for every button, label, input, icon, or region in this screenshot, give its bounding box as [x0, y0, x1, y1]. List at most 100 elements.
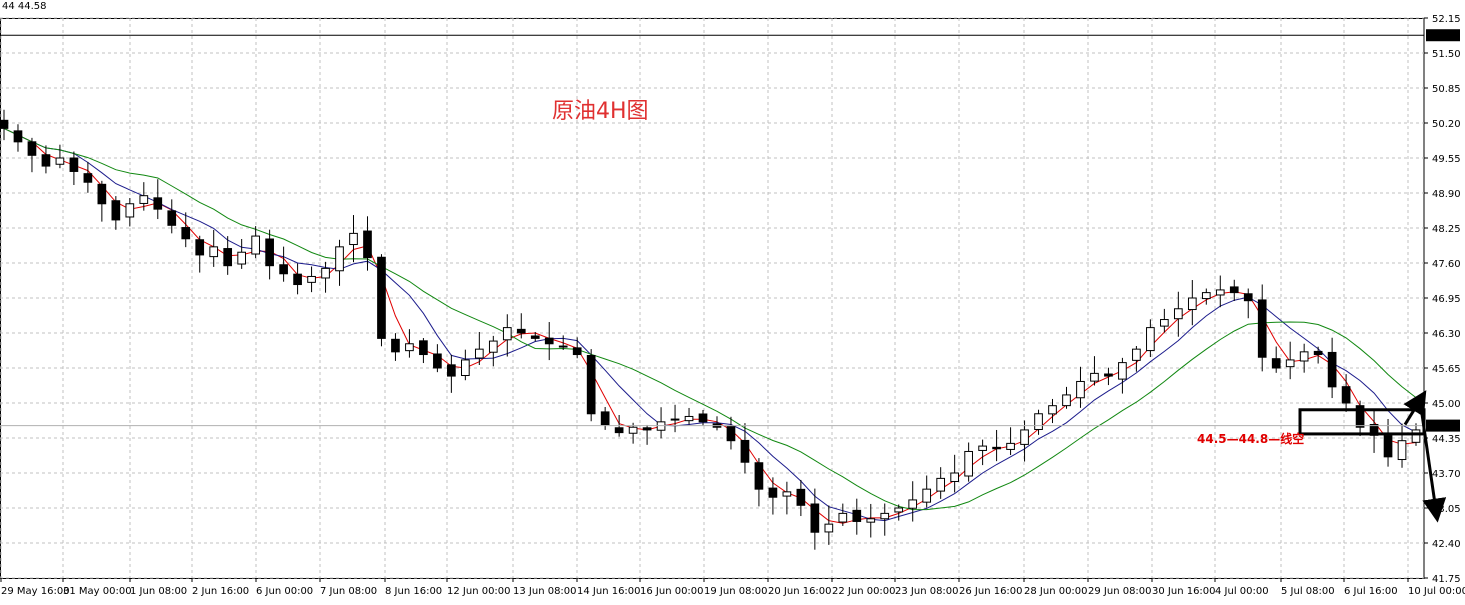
candle-body [419, 340, 428, 356]
candle-body [1299, 351, 1309, 362]
candle [964, 442, 973, 482]
candle [1118, 357, 1127, 394]
resistance-price-label: 51.83 [1429, 31, 1458, 42]
price-tick-label: 43.05 [1432, 504, 1461, 515]
price-tick-label: 46.30 [1432, 329, 1461, 340]
candle [321, 261, 330, 293]
candle-body [181, 227, 191, 240]
candle [936, 467, 946, 499]
candle [1006, 427, 1015, 456]
candle-body [1187, 297, 1197, 311]
candle [1369, 409, 1379, 453]
candle [1299, 343, 1309, 373]
candle-body [1104, 373, 1113, 377]
candle-body [1271, 358, 1281, 369]
candle [530, 331, 540, 342]
candle-body [41, 154, 51, 167]
candle-body [447, 364, 456, 377]
candle-body [754, 462, 764, 490]
candle-body [209, 246, 219, 258]
candle [237, 238, 247, 269]
candle [656, 407, 666, 439]
candle [1146, 319, 1155, 358]
candle-body [391, 338, 400, 353]
candle [125, 198, 135, 227]
candle-body [461, 359, 470, 377]
candle [516, 313, 526, 339]
candle-body [433, 353, 442, 369]
candle [684, 407, 694, 425]
candle [0, 109, 9, 141]
candle [544, 322, 554, 361]
candle [768, 477, 778, 515]
candle [69, 151, 79, 186]
candle [1271, 346, 1281, 373]
candle [474, 331, 484, 365]
candle-body [321, 267, 330, 279]
candle [726, 416, 736, 450]
candle [754, 458, 764, 507]
candle [111, 196, 121, 230]
candle-body [293, 273, 302, 286]
price-tick-label: 50.20 [1432, 119, 1461, 130]
price-tick-label: 50.85 [1432, 84, 1461, 95]
time-tick-label: 1 Jun 08:00 [130, 586, 187, 597]
candle-body [1173, 308, 1183, 320]
candle [558, 335, 568, 350]
candle [13, 124, 23, 152]
candle-body [1383, 435, 1393, 458]
candle-body [307, 275, 316, 283]
candle-body [1215, 289, 1225, 296]
time-tick-label: 30 Jun 16:00 [1152, 586, 1216, 597]
time-tick-label: 2 Jun 16:00 [192, 586, 249, 597]
candle-body [530, 335, 540, 339]
time-tick-label: 12 Jun 00:00 [447, 586, 511, 597]
candle-body [55, 157, 65, 165]
candle-body [726, 426, 736, 442]
candle [139, 182, 149, 211]
candle [838, 503, 848, 526]
candle [824, 505, 834, 545]
candle-body [279, 264, 288, 275]
candle [1327, 337, 1337, 399]
candle [880, 503, 890, 536]
candle-body [405, 343, 414, 352]
candle-body [251, 235, 260, 255]
price-tick-label: 48.25 [1432, 224, 1461, 235]
candle-body [516, 328, 526, 334]
time-tick-label: 26 Jun 16:00 [959, 586, 1023, 597]
candle-body [502, 327, 512, 341]
candle-body [1146, 327, 1155, 352]
time-tick-label: 4 Jul 00:00 [1215, 586, 1269, 597]
candle-body [964, 450, 973, 477]
candle-body [1313, 350, 1323, 356]
price-tick-label: 41.75 [1432, 574, 1461, 585]
candle [461, 349, 470, 381]
candle [349, 215, 358, 263]
price-tick-label: 49.55 [1432, 154, 1461, 165]
candle-body [0, 119, 9, 129]
candle [796, 479, 806, 517]
current-price-label: 44.58 [1429, 422, 1458, 433]
candle [698, 409, 708, 426]
price-tick-label: 48.90 [1432, 189, 1461, 200]
candle [433, 344, 442, 373]
candle-body [572, 347, 582, 356]
price-tick-label: 46.95 [1432, 294, 1461, 305]
candle-body [27, 141, 37, 156]
candle [894, 504, 904, 521]
candle-body [642, 427, 652, 431]
candle-body [936, 477, 946, 492]
candle [377, 254, 386, 347]
ma-fast-line [3, 127, 1417, 524]
candle [1383, 418, 1393, 467]
candle [1090, 356, 1099, 386]
time-tick-label: 6 Jul 16:00 [1344, 586, 1398, 597]
price-tick-label: 45.00 [1432, 399, 1461, 410]
candle [1187, 280, 1197, 326]
candle-body [600, 411, 610, 426]
candle-body [544, 337, 554, 345]
candle-body [1341, 386, 1351, 404]
